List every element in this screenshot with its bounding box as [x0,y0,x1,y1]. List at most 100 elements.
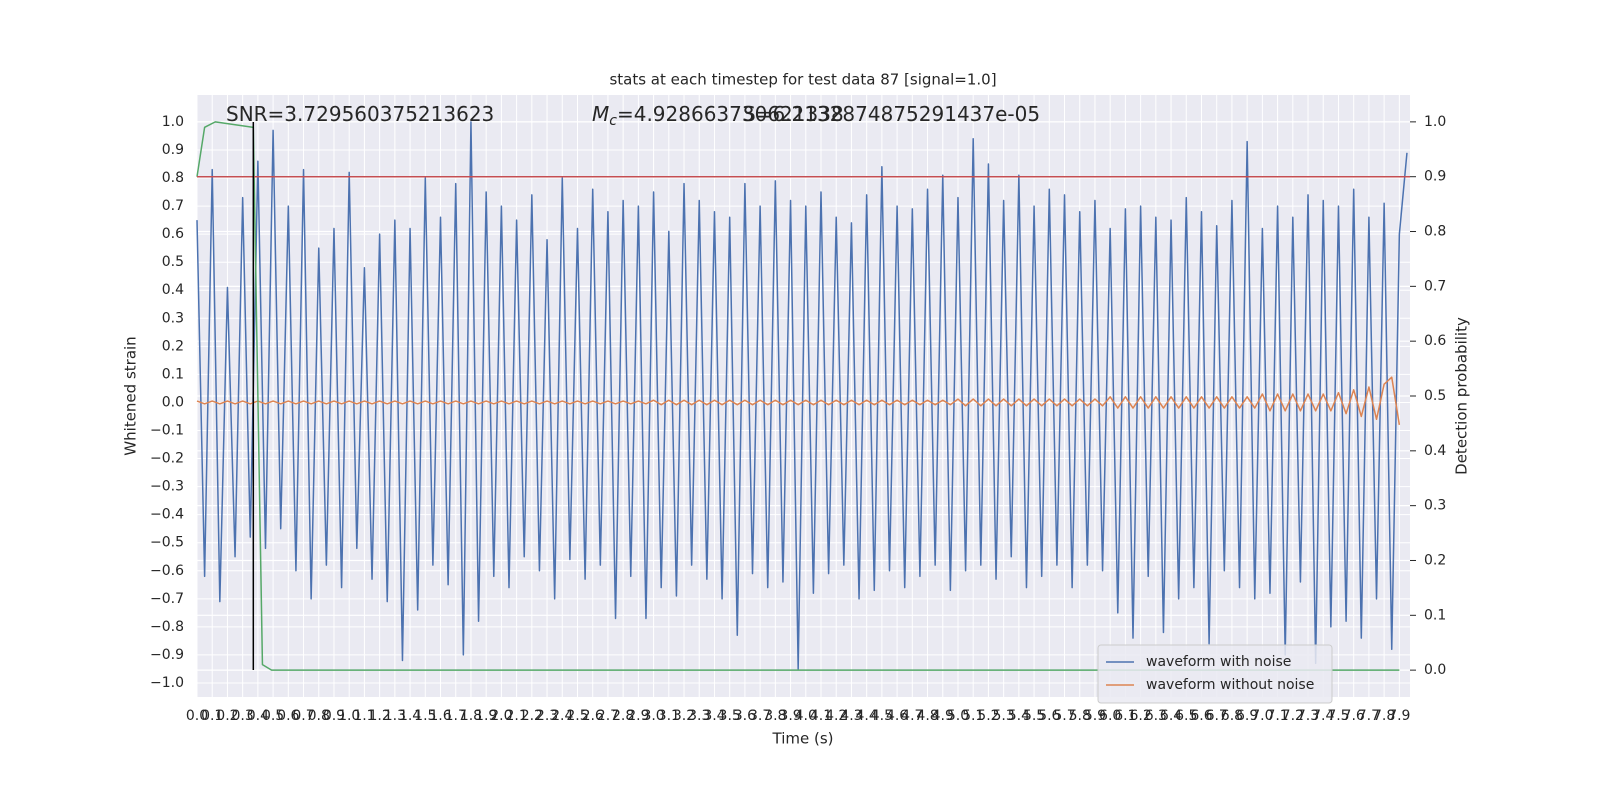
x-tick-label: 3.8 [764,708,786,724]
y-tick-label: −0.1 [150,423,184,439]
x-tick-label: 0.1 [201,708,223,724]
x-tick-label: 0.7 [292,708,314,724]
annotation: SNR=3.729560375213623 [226,102,494,126]
x-tick-label: 0.2 [216,708,238,724]
y-axis-label: Whitened strain [122,336,140,455]
x-tick-label: 3.4 [703,708,725,724]
x-tick-label: 2.5 [566,708,588,724]
y2-tick-label: 0.9 [1424,169,1446,185]
x-tick-label: 4.5 [871,708,893,724]
y-tick-label: 0.3 [162,310,184,326]
series-line [196,376,1401,426]
annotation: Mc=4.928663730621338 [592,102,844,130]
x-tick-label: 5.0 [947,708,969,724]
x-tick-label: 1.3 [384,708,406,724]
x-tick-label: 6.1 [1114,708,1136,724]
x-tick-label: 7.6 [1343,708,1365,724]
marks [196,121,1410,671]
series-line [196,121,1408,670]
y-tick-label: −0.7 [150,591,184,607]
y2-axis-label: Detection probability [1453,317,1471,475]
x-tick-label: 3.7 [749,708,771,724]
y-tick-label: −0.9 [150,647,184,663]
x-tick-label: 3.6 [734,708,756,724]
x-tick-label: 4.2 [825,708,847,724]
x-tick-label: 1.8 [460,708,482,724]
x-tick-label: 0.5 [262,708,284,724]
x-tick-label: 4.3 [840,708,862,724]
x-tick-label: 7.8 [1373,708,1395,724]
x-tick-label: 2.7 [597,708,619,724]
x-tick-label: 2.1 [505,708,527,724]
x-tick-label: 2.6 [582,708,604,724]
x-tick-label: 0.8 [308,708,330,724]
x-tick-label: 0.4 [247,708,269,724]
y-tick-label: 1.0 [162,114,184,130]
y-tick-label: −0.3 [150,479,184,495]
x-tick-label: 1.9 [475,708,497,724]
y2-tick-label: 0.5 [1424,388,1446,404]
x-tick-label: 6.4 [1160,708,1182,724]
x-tick-label: 5.4 [1008,708,1030,724]
x-tick-label: 1.1 [353,708,375,724]
x-tick-label: 3.9 [779,708,801,724]
x-tick-label: 3.0 [642,708,664,724]
x-tick-label: 5.9 [1084,708,1106,724]
annotation-text: S=6.2132874875291437e-05 [743,102,1040,126]
legend-label: waveform without noise [1146,677,1314,693]
y-tick-label: 0.2 [162,338,184,354]
y-tick-label: 0.1 [162,366,184,382]
x-tick-label: 1.2 [369,708,391,724]
x-tick-label: 7.5 [1327,708,1349,724]
y-tick-label: 0.8 [162,170,184,186]
x-tick-label: 4.7 [901,708,923,724]
y-tick-label: −0.2 [150,451,184,467]
x-tick-label: 6.8 [1221,708,1243,724]
y-tick-label: −1.0 [150,675,184,691]
x-tick-label: 4.8 [916,708,938,724]
x-tick-label: 5.8 [1069,708,1091,724]
legend-box [1097,644,1333,704]
x-tick-label: 6.2 [1129,708,1151,724]
x-tick-label: 6.7 [1206,708,1228,724]
x-tick-label: 0.6 [277,708,299,724]
annotation-text: =4.928663730621338 [617,102,844,126]
annotation-symbol: M [592,102,609,126]
x-tick-label: 2.4 [551,708,573,724]
x-tick-label: 2.3 [536,708,558,724]
y2-tick-label: 0.2 [1424,552,1446,568]
y-tick-label: 0.5 [162,254,184,270]
x-tick-label: 5.2 [977,708,999,724]
x-tick-label: 3.3 [688,708,710,724]
x-tick-label: 4.1 [810,708,832,724]
x-tick-label: 1.0 [338,708,360,724]
x-tick-label: 6.6 [1190,708,1212,724]
x-tick-label: 3.5 [719,708,741,724]
y-tick-label: 0.4 [162,282,184,298]
y-tick-label: 0.7 [162,198,184,214]
x-tick-label: 0.0 [186,708,208,724]
x-tick-label: 5.3 [993,708,1015,724]
x-tick-label: 7.2 [1282,708,1304,724]
x-tick-label: 6.9 [1236,708,1258,724]
y-tick-label: 0.9 [162,142,184,158]
x-tick-label: 7.7 [1358,708,1380,724]
annotation-subscript: c [609,113,617,129]
y2-tick-label: 0.1 [1424,607,1446,623]
x-tick-label: 7.3 [1297,708,1319,724]
y-tick-label: −0.6 [150,563,184,579]
y-tick-label: −0.5 [150,535,184,551]
legend-label: waveform with noise [1146,654,1291,670]
x-tick-label: 2.2 [521,708,543,724]
x-tick-label: 1.4 [399,708,421,724]
y2-tick-label: 0.4 [1424,443,1446,459]
x-tick-label: 3.2 [673,708,695,724]
x-tick-label: 0.3 [232,708,254,724]
x-tick-label: 7.9 [1388,708,1410,724]
x-tick-label: 3.1 [658,708,680,724]
x-tick-label: 0.9 [323,708,345,724]
x-tick-label: 7.0 [1251,708,1273,724]
x-tick-label: 1.5 [414,708,436,724]
x-tick-label: 7.4 [1312,708,1334,724]
